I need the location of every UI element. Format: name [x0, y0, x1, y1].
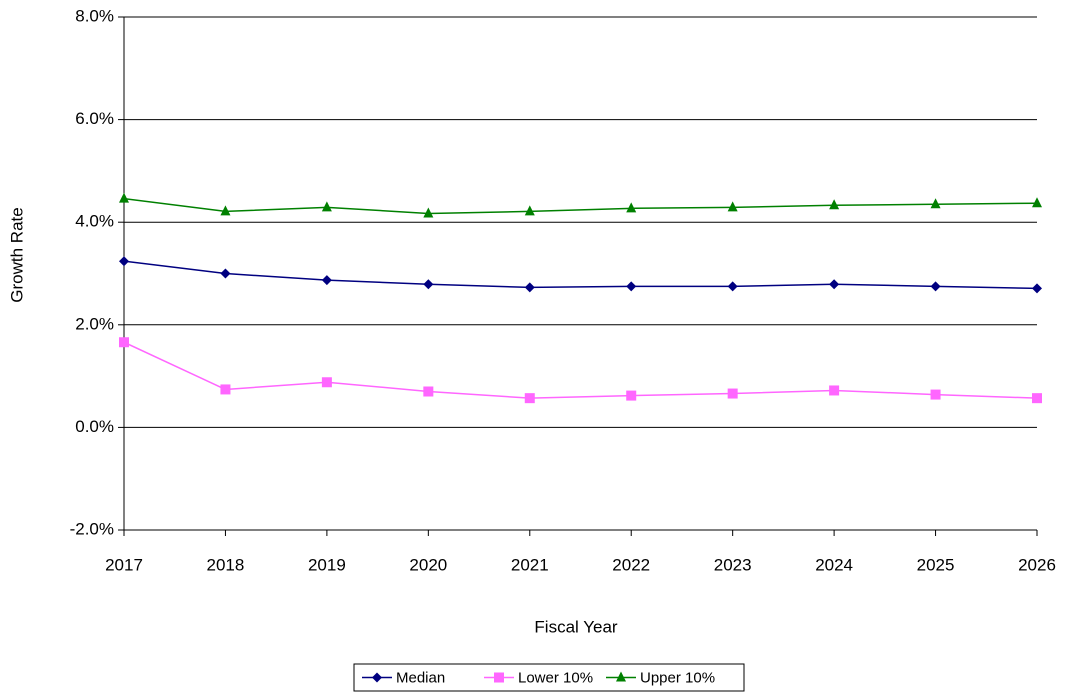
x-tick-label: 2024 — [815, 555, 853, 574]
y-tick-label: 6.0% — [75, 109, 114, 128]
data-point — [220, 205, 231, 216]
data-point — [1032, 197, 1042, 208]
data-point — [524, 393, 535, 404]
data-point — [829, 279, 840, 290]
y-tick-label: 0.0% — [75, 417, 114, 436]
data-point — [423, 386, 434, 397]
x-tick-label: 2026 — [1018, 555, 1056, 574]
y-tick-label: -2.0% — [70, 519, 114, 538]
legend-box — [353, 663, 745, 692]
legend-marker — [616, 671, 626, 682]
data-point — [727, 281, 738, 292]
x-tick-label: 2021 — [511, 555, 549, 574]
series-line — [123, 197, 1038, 215]
data-point — [930, 281, 941, 292]
y-axis-label: Growth Rate — [7, 207, 26, 302]
x-tick-label: 2025 — [917, 555, 955, 574]
data-point — [829, 199, 840, 210]
data-point — [1032, 283, 1042, 294]
y-tick-label: 2.0% — [75, 314, 114, 333]
series-line — [123, 341, 1038, 399]
legend-marker — [372, 672, 382, 683]
data-point — [220, 384, 231, 395]
data-point — [119, 192, 129, 203]
y-tick-label: 8.0% — [75, 6, 114, 25]
legend-label: Median — [396, 669, 445, 686]
legend-label: Lower 10% — [518, 669, 593, 686]
data-point — [119, 256, 129, 267]
data-point — [829, 385, 840, 396]
legend-label: Upper 10% — [640, 669, 715, 686]
data-point — [524, 205, 535, 216]
x-tick-label: 2020 — [409, 555, 447, 574]
data-point — [930, 389, 941, 400]
x-tick-label: 2019 — [308, 555, 346, 574]
data-point — [119, 337, 129, 348]
data-point — [220, 268, 231, 279]
data-point — [626, 390, 637, 401]
data-point — [626, 281, 637, 292]
series-line — [123, 260, 1038, 290]
data-point — [321, 377, 332, 388]
x-axis-label: Fiscal Year — [534, 617, 617, 636]
data-point — [727, 201, 738, 212]
data-point — [524, 282, 535, 293]
data-point — [930, 198, 941, 209]
data-point — [321, 201, 332, 212]
data-point — [1032, 393, 1042, 404]
data-point — [423, 279, 434, 290]
x-tick-label: 2022 — [612, 555, 650, 574]
x-tick-label: 2018 — [207, 555, 245, 574]
x-tick-label: 2023 — [714, 555, 752, 574]
legend-marker — [494, 672, 504, 683]
x-tick-label: 2017 — [105, 555, 143, 574]
data-point — [423, 207, 434, 218]
data-point — [727, 388, 738, 399]
data-point — [626, 202, 637, 213]
data-point — [321, 275, 332, 286]
y-tick-label: 4.0% — [75, 212, 114, 231]
